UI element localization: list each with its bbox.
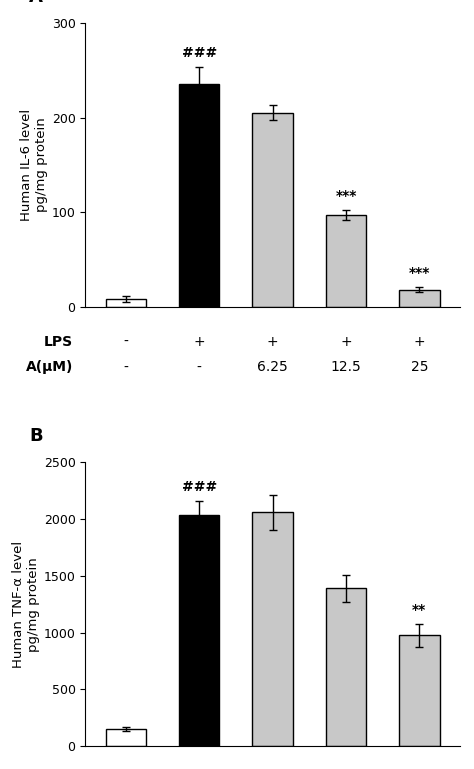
Text: A: A — [29, 0, 43, 6]
Text: 25: 25 — [410, 361, 428, 375]
Text: -: - — [123, 361, 128, 375]
Y-axis label: Human TNF-α level
pg/mg protein: Human TNF-α level pg/mg protein — [11, 541, 39, 667]
Text: 12.5: 12.5 — [330, 361, 361, 375]
Bar — [179, 85, 219, 307]
Bar — [106, 299, 146, 307]
Text: ***: *** — [409, 265, 430, 280]
Bar — [326, 588, 366, 746]
Text: LPS: LPS — [44, 335, 73, 349]
Text: +: + — [414, 335, 425, 349]
Text: -: - — [197, 361, 201, 375]
Bar — [106, 729, 146, 746]
Bar — [252, 512, 293, 746]
Bar — [326, 215, 366, 307]
Text: -: - — [123, 335, 128, 349]
Bar — [399, 290, 439, 307]
Text: ###: ### — [182, 480, 217, 494]
Bar — [179, 514, 219, 746]
Text: A(μM): A(μM) — [26, 361, 73, 375]
Text: +: + — [340, 335, 352, 349]
Y-axis label: Human IL-6 level
pg/mg protein: Human IL-6 level pg/mg protein — [19, 108, 47, 221]
Text: ***: *** — [335, 189, 356, 203]
Text: 6.25: 6.25 — [257, 361, 288, 375]
Text: +: + — [267, 335, 278, 349]
Text: ###: ### — [182, 46, 217, 61]
Bar — [399, 635, 439, 746]
Bar — [252, 113, 293, 307]
Text: B: B — [29, 428, 43, 445]
Text: +: + — [193, 335, 205, 349]
Text: **: ** — [412, 603, 427, 617]
